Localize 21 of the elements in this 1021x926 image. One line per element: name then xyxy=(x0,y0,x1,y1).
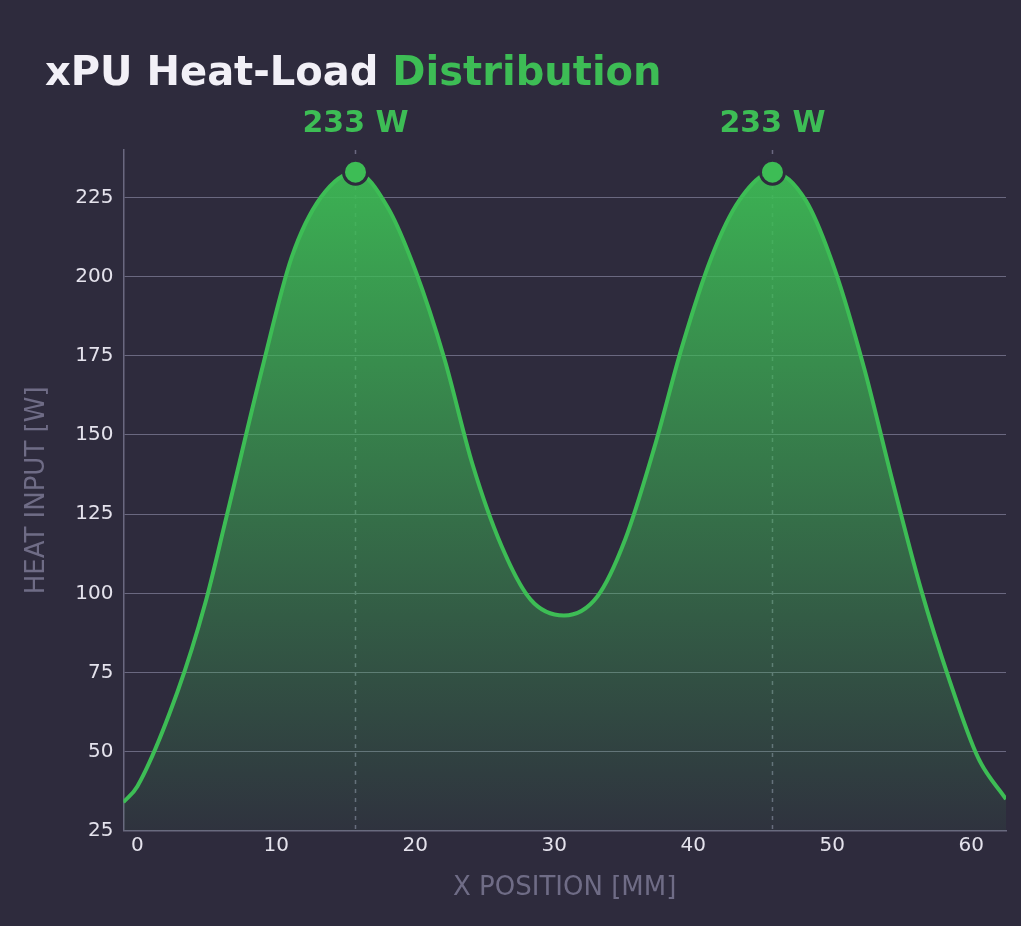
y-tick-label: 200 xyxy=(75,262,114,287)
y-tick-label: 150 xyxy=(75,421,114,446)
x-tick-label: 50 xyxy=(819,832,845,856)
x-tick-label: 0 xyxy=(130,832,144,856)
x-tick-label: 40 xyxy=(680,832,706,856)
y-tick-label: 25 xyxy=(87,817,114,841)
x-axis-title: X POSITION [MM] xyxy=(453,871,677,902)
y-tick-label: 225 xyxy=(75,183,114,208)
chart-title: xPU Heat-Load Distribution xyxy=(45,48,662,94)
y-tick-label: 75 xyxy=(87,658,114,683)
annotation: 233 W xyxy=(302,104,409,140)
y-tick-label: 175 xyxy=(75,342,114,367)
y-tick-label: 100 xyxy=(75,579,114,604)
x-tick-label: 30 xyxy=(541,832,567,856)
y-axis-title: HEAT INPUT [W] xyxy=(20,386,51,595)
y-tick-label: 50 xyxy=(87,737,114,762)
y-tick-label: 125 xyxy=(75,500,114,525)
annotation: 233 W xyxy=(719,104,826,140)
x-tick-label: 10 xyxy=(263,832,289,856)
x-tick-label: 20 xyxy=(402,832,428,856)
x-tick-label: 60 xyxy=(958,832,984,856)
